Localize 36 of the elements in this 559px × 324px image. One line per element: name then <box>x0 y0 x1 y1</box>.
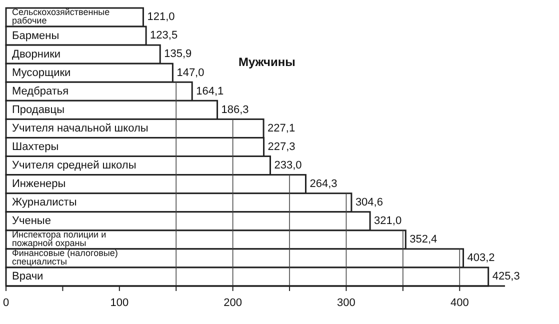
data-label: 135,9 <box>164 48 192 60</box>
x-tick-label: 300 <box>337 297 356 309</box>
data-label: 227,1 <box>268 122 296 134</box>
annotation: Мужчины <box>238 55 296 69</box>
data-label: 147,0 <box>176 66 204 79</box>
y-tick-label: Дворники <box>12 48 61 60</box>
y-tick-label: Инспектора полиции и пожарной охраны <box>12 230 106 248</box>
y-tick-label: Бармены <box>12 30 60 42</box>
y-tick-label: Учителя начальной школы <box>12 122 148 134</box>
data-label: 227,3 <box>268 140 296 153</box>
y-tick-label: Продавцы <box>12 104 65 116</box>
y-tick-label: Сельскохозяйственные рабочие <box>12 7 110 26</box>
data-label: 264,3 <box>310 178 338 190</box>
y-tick-label: Врачи <box>12 270 44 283</box>
data-label: 121,0 <box>147 11 175 24</box>
y-tick-label: Ученые <box>12 215 51 228</box>
y-tick-label: Шахтеры <box>12 140 59 153</box>
data-label: 304,6 <box>355 196 383 209</box>
y-tick-label: Мусорщики <box>12 66 71 79</box>
x-tick-label: 200 <box>224 297 242 309</box>
x-tick-label: 400 <box>450 297 469 309</box>
data-label: 352,4 <box>410 234 438 246</box>
data-label: 164,1 <box>196 85 224 98</box>
data-label: 233,0 <box>274 159 302 172</box>
x-tick-label: 0 <box>2 297 10 309</box>
data-label: 425,3 <box>492 270 520 283</box>
data-label: 186,3 <box>221 104 249 116</box>
data-label: 403,2 <box>467 252 495 264</box>
y-tick-label: Журналисты <box>12 196 77 209</box>
y-tick-label: Учителя средней школы <box>12 159 136 172</box>
y-tick-label: Финансовые (налоговые) специалисты <box>12 248 118 267</box>
y-tick-label: Инженеры <box>12 178 66 190</box>
data-label: 321,0 <box>374 215 402 228</box>
data-label: 123,5 <box>150 30 178 42</box>
x-tick-label: 100 <box>110 297 129 309</box>
y-tick-label: Медбратья <box>12 85 69 98</box>
